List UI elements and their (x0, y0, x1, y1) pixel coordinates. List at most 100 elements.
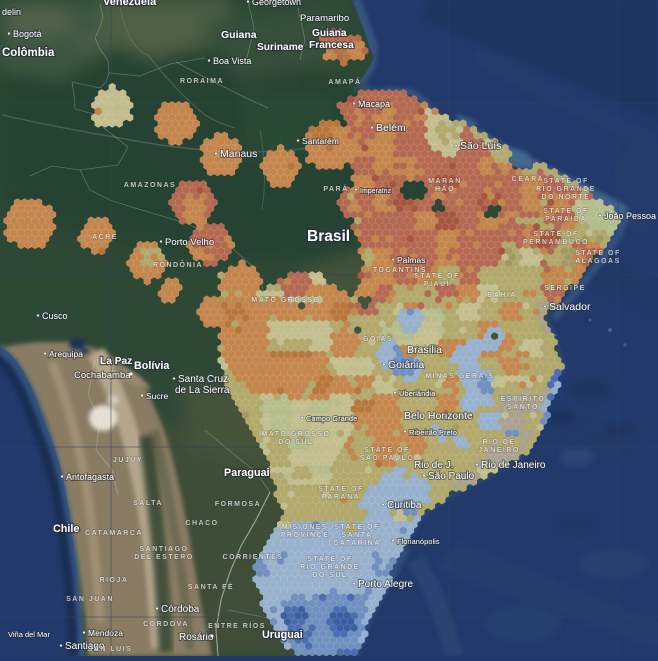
svg-text:Boa Vista: Boa Vista (213, 56, 251, 66)
svg-text:Guiana: Guiana (221, 29, 257, 41)
svg-text:Manaus: Manaus (220, 148, 257, 160)
svg-text:Porto Alegre: Porto Alegre (358, 579, 413, 590)
svg-text:Suriname: Suriname (257, 42, 304, 53)
svg-text:SANTA: SANTA (341, 532, 372, 539)
svg-text:Cusco: Cusco (42, 311, 68, 321)
svg-text:RONDÔNIA: RONDÔNIA (153, 260, 203, 269)
svg-text:STATE OF: STATE OF (543, 208, 589, 215)
svg-text:Campo Grande: Campo Grande (306, 414, 357, 423)
svg-text:Rio de J.: Rio de J. (414, 460, 453, 471)
svg-text:MARAN: MARAN (428, 178, 462, 185)
svg-text:TOCANTINS: TOCANTINS (373, 267, 427, 274)
svg-text:DO SUL: DO SUL (278, 439, 313, 446)
svg-text:CÓRDOVA: CÓRDOVA (143, 619, 189, 628)
svg-text:ESPÍRITO: ESPÍRITO (501, 394, 546, 403)
svg-text:Florianópolis: Florianópolis (397, 537, 440, 546)
svg-text:SALTA: SALTA (133, 500, 163, 507)
svg-text:Imperatriz: Imperatriz (360, 188, 392, 195)
svg-text:Georgetown: Georgetown (252, 0, 301, 7)
svg-text:Francesa: Francesa (309, 40, 354, 51)
svg-text:Santiago: Santiago (65, 641, 105, 652)
svg-text:Córdoba: Córdoba (161, 604, 200, 615)
svg-text:MINAS GERAIS: MINAS GERAIS (425, 373, 494, 380)
svg-text:PARAÍBA: PARAÍBA (545, 214, 587, 223)
svg-text:São Luís: São Luís (460, 140, 501, 152)
svg-text:Belo Horizonte: Belo Horizonte (404, 410, 473, 422)
svg-text:João Pessoa: João Pessoa (604, 211, 656, 221)
svg-text:Cochabamba: Cochabamba (74, 370, 131, 381)
svg-text:de La Sierra: de La Sierra (175, 385, 230, 396)
svg-text:Santa Cruz: Santa Cruz (178, 374, 228, 385)
svg-text:São Paulo: São Paulo (428, 471, 475, 482)
svg-text:Uruguai: Uruguai (262, 629, 303, 641)
svg-text:RIO GRANDE: RIO GRANDE (300, 564, 360, 571)
svg-text:Bogotá: Bogotá (13, 29, 42, 39)
svg-text:JUJUY: JUJUY (113, 457, 143, 464)
svg-text:Rosário: Rosário (179, 632, 214, 643)
svg-text:Santarém: Santarém (302, 136, 339, 146)
svg-text:Paramaribo: Paramaribo (300, 13, 349, 24)
svg-text:AMAPÁ: AMAPÁ (328, 77, 361, 86)
svg-text:Curitiba: Curitiba (387, 500, 422, 511)
svg-text:Uberlândia: Uberlândia (399, 389, 436, 398)
svg-text:RORAIMA: RORAIMA (180, 78, 224, 85)
svg-text:Paraguai: Paraguai (224, 467, 270, 479)
svg-text:SERGIPE: SERGIPE (544, 285, 586, 292)
svg-text:CATAMARCA: CATAMARCA (85, 530, 143, 537)
svg-text:STATE OF: STATE OF (318, 486, 364, 493)
svg-text:STATE OF: STATE OF (334, 524, 380, 531)
svg-text:Belém: Belém (376, 122, 406, 134)
svg-text:Brasília: Brasília (407, 344, 442, 356)
svg-text:SAN LUIS: SAN LUIS (88, 646, 133, 653)
svg-text:PARÁ: PARÁ (323, 184, 348, 193)
svg-text:SÃO PAULO: SÃO PAULO (360, 453, 415, 462)
svg-text:Venezuela: Venezuela (103, 0, 157, 8)
svg-text:STATE OF: STATE OF (414, 273, 460, 280)
svg-text:GOIÁS: GOIÁS (363, 334, 393, 343)
svg-text:Salvador: Salvador (549, 301, 591, 313)
svg-text:MATO GROSSO: MATO GROSSO (261, 431, 330, 438)
svg-text:SANTO: SANTO (507, 404, 539, 411)
svg-text:STATE OF: STATE OF (543, 178, 589, 185)
svg-text:La Paz: La Paz (100, 356, 132, 367)
svg-text:RIOJA: RIOJA (100, 577, 129, 584)
svg-text:PERNAMBUCO: PERNAMBUCO (523, 239, 589, 246)
svg-text:delin: delin (2, 7, 21, 17)
svg-text:Rio de Janeiro: Rio de Janeiro (481, 460, 546, 471)
svg-text:Brasil: Brasil (307, 228, 350, 245)
svg-text:RIO DE: RIO DE (482, 439, 515, 446)
svg-text:DO SUL: DO SUL (312, 572, 347, 579)
svg-text:ALAGOAS: ALAGOAS (575, 258, 621, 265)
svg-text:FORMOSA: FORMOSA (215, 501, 261, 508)
svg-text:MISIONES: MISIONES (282, 524, 328, 531)
svg-text:Colômbia: Colômbia (2, 47, 55, 59)
svg-text:Palmas: Palmas (397, 255, 425, 265)
svg-text:HÃO: HÃO (435, 184, 455, 193)
svg-text:CEARÁ: CEARÁ (512, 174, 544, 183)
svg-text:PROVINCE: PROVINCE (281, 532, 330, 539)
svg-text:PARANÁ: PARANÁ (322, 492, 360, 501)
svg-text:Porto Velho: Porto Velho (165, 237, 214, 248)
svg-text:STATE OF: STATE OF (533, 231, 579, 238)
svg-text:MATO GROSSO: MATO GROSSO (251, 297, 320, 304)
svg-text:JANEIRO: JANEIRO (478, 447, 520, 454)
svg-text:BAHIA: BAHIA (487, 292, 517, 299)
svg-text:CHACO: CHACO (185, 520, 218, 527)
svg-text:Ribeirão Preto: Ribeirão Preto (409, 428, 457, 437)
svg-text:SANTA FÉ: SANTA FÉ (188, 582, 234, 591)
svg-text:DEL ESTERO: DEL ESTERO (134, 554, 194, 561)
svg-text:CORRIENTES: CORRIENTES (223, 554, 284, 561)
svg-text:ENTRE RÍOS: ENTRE RÍOS (208, 621, 266, 630)
svg-text:Macapá: Macapá (358, 99, 390, 109)
svg-text:Antofagasta: Antofagasta (66, 472, 114, 482)
svg-text:Chile: Chile (53, 523, 79, 535)
svg-text:ACRE: ACRE (92, 234, 118, 241)
svg-text:Viña del Mar: Viña del Mar (8, 630, 50, 639)
svg-text:Sucre: Sucre (146, 391, 168, 401)
svg-text:PIAUÍ: PIAUÍ (424, 279, 450, 288)
svg-text:STATE OF: STATE OF (364, 447, 410, 454)
svg-text:Mendoza: Mendoza (88, 628, 123, 638)
svg-text:Bolívia: Bolívia (134, 360, 170, 372)
svg-text:RIO GRANDE: RIO GRANDE (536, 186, 596, 193)
svg-text:Goiânia: Goiânia (388, 359, 424, 371)
